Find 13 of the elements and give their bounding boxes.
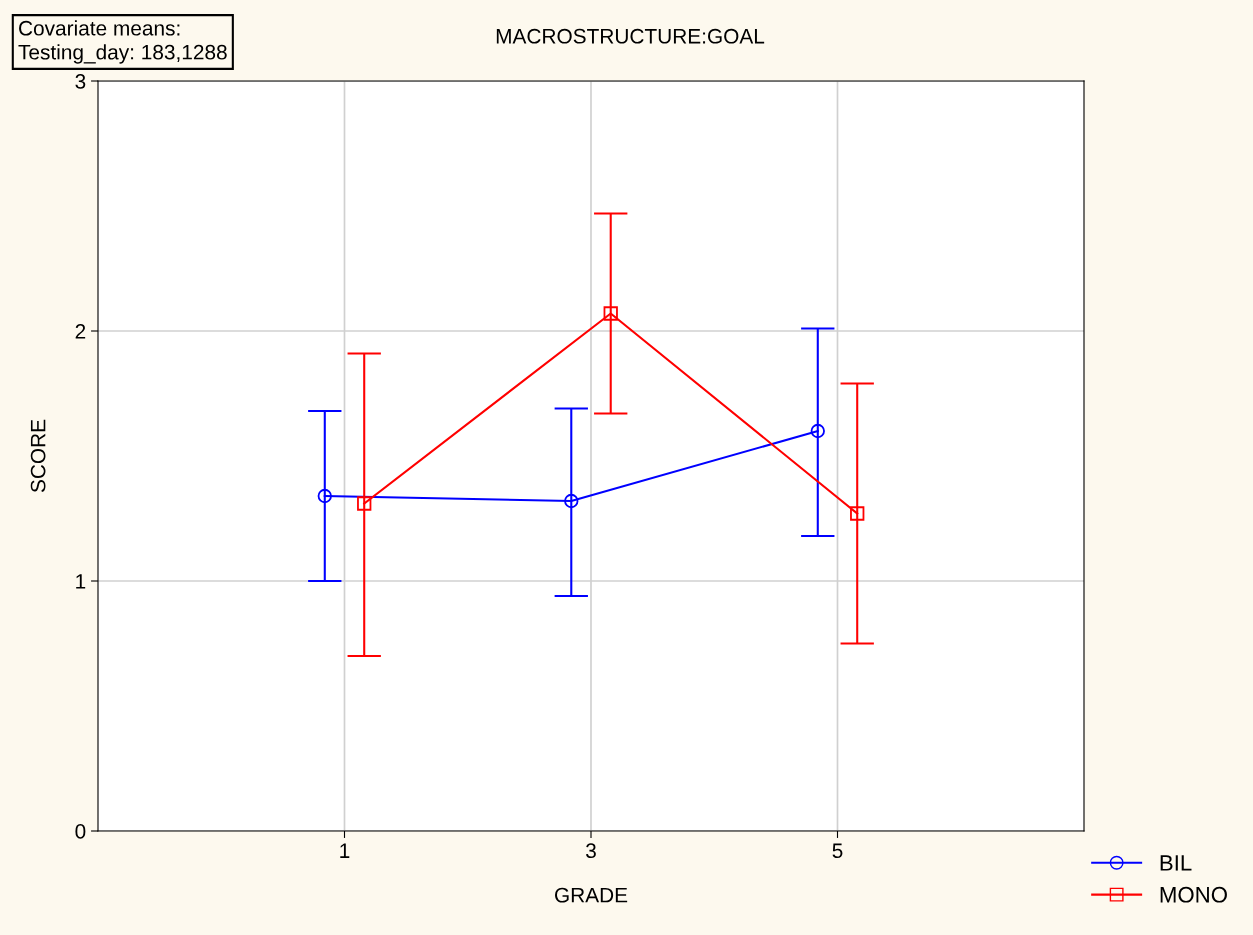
legend-label: BIL xyxy=(1160,855,1192,871)
y-tick-label: 3 xyxy=(75,74,86,89)
x-tick-label: 3 xyxy=(586,843,596,859)
y-tick-label: 0 xyxy=(75,824,86,839)
y-tick-label: 1 xyxy=(76,574,86,589)
text: Covariate means: Testing_day: 183,1288 xyxy=(18,20,227,64)
chart-title: MACROSTRUCTURE:GOAL xyxy=(496,28,765,44)
x-tick-label: 1 xyxy=(340,843,350,858)
x-axis-title: GRADE xyxy=(555,887,628,903)
y-axis-title: SCORE xyxy=(30,419,46,493)
y-tick-label: 2 xyxy=(75,324,86,339)
legend-label: MONO xyxy=(1160,886,1227,903)
x-tick-label: 5 xyxy=(832,843,843,859)
